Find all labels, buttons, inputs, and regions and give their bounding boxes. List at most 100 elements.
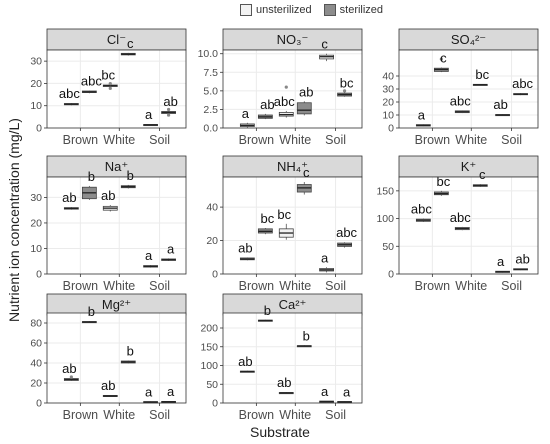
panel-0-ytick-label: 0 [36,123,42,135]
panel-0-white-unsterilized-sig-label: bc [101,68,115,83]
panel-4-ytick-label: 0 [212,269,218,281]
panel-2-ytick-label: 0 [388,123,394,135]
panel-2-xtick-label-soil: Soil [501,133,522,147]
panel-0-ytick-label: 10 [30,100,42,112]
panel-6-xtick-label-brown: Brown [63,408,98,422]
panel-7-ytick-label: 100 [200,360,218,372]
panel-0-soil-unsterilized-sig-label: a [145,107,153,122]
panel-0-ytick-label: 30 [30,56,42,68]
panel-2-xtick-label-brown: Brown [415,133,450,147]
panel-5-border [398,176,539,275]
panel-7-brown-unsterilized-sig-label: ab [238,354,252,369]
panel-2-ytick-label: 10 [382,110,394,122]
panel-2-brown-sterilized-sig-label: c [440,51,447,66]
panel-0-white-sterilized-sig-label: c [127,36,134,51]
panel-6-soil-unsterilized-sig-label: a [145,384,153,399]
panel-4-soil-sterilized-sig-label: abc [336,225,357,240]
panel-3-xtick-label-soil: Soil [149,279,170,293]
panel-1-title: NO₃⁻ [277,32,309,47]
legend-label-unsterilized: unsterilized [256,4,312,16]
panel-5-xtick-label-brown: Brown [415,279,450,293]
panel-5-plot-bg [399,177,538,274]
panel-3-plot-bg [47,177,186,274]
panel-1-xtick-label-soil: Soil [325,133,346,147]
panel-6-xtick-label-white: White [103,408,135,422]
panel-6-border [46,312,187,404]
panel-0-soil-sterilized-sig-label: ab [163,94,177,109]
panel-2-xtick-label-white: White [455,133,487,147]
panel-0-border [46,49,187,129]
panel-7: Ca²⁺ 0 50 100 150 200 ab b ab b a a Brown White Soil [200,293,363,422]
panel-3-soil-sterilized-sig-label: a [167,241,175,256]
panel-5-white-unsterilized-sig-label: abc [450,210,471,225]
panel-4-title: NH₄⁺ [277,159,308,174]
legend-label-sterilized: sterilized [339,4,384,16]
panel-3-ytick-label: 20 [30,217,42,229]
panel-5-xtick-label-white: White [455,279,487,293]
panel-2-soil-unsterilized-sig-label: ab [493,97,507,112]
panel-4-xtick-label-white: White [279,279,311,293]
panel-4-white-sterilized-sig-label: c [303,165,310,180]
panel-7-brown-sterilized-sig-label: b [264,303,271,318]
legend-key-sterilized [323,4,336,16]
panel-0-soil-sterilized-outlier [166,113,171,117]
panel-7-xtick-label-white: White [279,408,311,422]
panel-7-ytick-label: 150 [200,341,218,353]
panel-2-border [398,49,539,129]
panel-5-xtick-label-soil: Soil [501,279,522,293]
panel-0-brown-unsterilized-sig-label: abc [59,86,80,101]
panel-2-ytick-label: 30 [382,84,394,96]
panel-6-brown-sterilized-sig-label: b [88,304,95,319]
panel-5-ytick-label: 150 [376,185,394,197]
panel-6-ytick-label: 80 [30,318,42,330]
panel-3-brown-sterilized-sig-label: b [88,169,95,184]
panel-5-brown-sterilized-sig-label: bc [436,174,450,189]
panel-0-title: Cl⁻ [107,32,126,47]
panel-5-title: K⁺ [461,159,477,174]
panel-6-ytick-label: 0 [36,398,42,410]
panel-3-white-unsterilized-sig-label: ab [101,188,115,203]
panel-0-xtick-label-brown: Brown [63,133,98,147]
panel-6-white-unsterilized-sig-label: ab [101,378,115,393]
legend: unsterilized sterilized [240,3,391,17]
panel-6-brown-unsterilized-sig-label: ab [62,361,76,376]
panel-5-ytick-label: 100 [376,213,394,225]
panel-6-title: Mg²⁺ [102,297,131,312]
panel-1-soil-sterilized-outlier [342,89,347,93]
panel-1-xtick-label-white: White [279,133,311,147]
panel-2-ytick-label: 40 [382,71,394,83]
panel-0-xtick-label-white: White [103,133,135,147]
panel-6-ytick-label: 40 [30,358,42,370]
panel-5-soil-unsterilized-sig-label: a [497,254,505,269]
panel-7-ytick-label: 50 [206,379,218,391]
panel-5-brown-unsterilized-sig-label: abc [411,202,432,217]
panel-3-title: Na⁺ [105,159,128,174]
panel-6-ytick-label: 60 [30,338,42,350]
panel-1-ytick-label: 7.5 [203,67,218,79]
panel-2-brown-unsterilized-sig-label: a [418,107,426,122]
panel-4-xtick-label-brown: Brown [239,279,274,293]
panel-0-white-unsterilized-outlier [108,86,112,90]
panel-6-brown-unsterilized-outlier [69,375,73,379]
panel-1-ytick-label: 2.5 [203,104,218,116]
panel-1-soil-sterilized-sig-label: bc [340,75,354,90]
panel-3-ytick-label: 0 [36,269,42,281]
panel-3-white-sterilized-sig-label: b [127,168,134,183]
panel-3-brown-unsterilized-sig-label: ab [62,190,76,205]
panel-5-soil-sterilized-sig-label: ab [515,251,529,266]
panel-7-soil-sterilized-sig-label: a [343,384,351,399]
panel-7-white-unsterilized-sig-label: ab [277,375,291,390]
panel-3-ytick-label: 30 [30,192,42,204]
panel-2-white-unsterilized-sig-label: abc [450,93,471,108]
panel-1-brown-unsterilized-sig-label: a [242,106,250,121]
panel-7-ytick-label: 0 [212,398,218,410]
panel-3-xtick-label-white: White [103,279,135,293]
panel-3-ytick-label: 10 [30,243,42,255]
panel-3-soil-unsterilized-sig-label: a [145,248,153,263]
